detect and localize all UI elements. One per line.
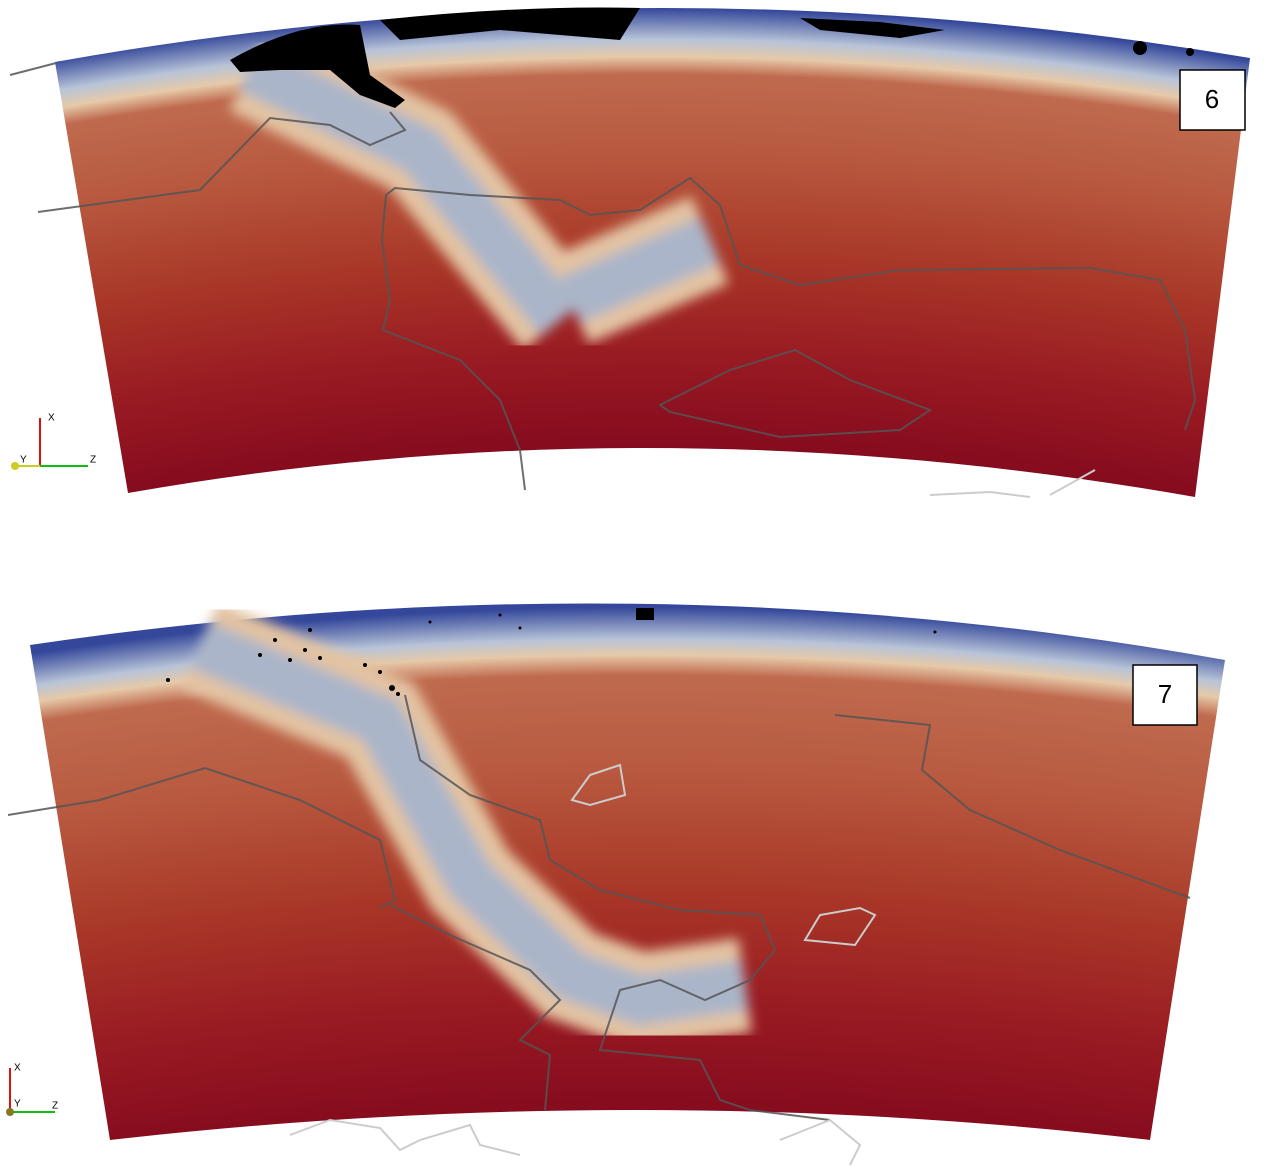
- axis-z: Z: [52, 1101, 58, 1112]
- panel-label: 6: [1205, 84, 1219, 114]
- panel-7: 7 X Y Z: [6, 603, 1225, 1165]
- axis-y: Y: [20, 455, 27, 466]
- panel-label: 7: [1158, 679, 1172, 709]
- axis-x: X: [48, 413, 55, 424]
- axis-x: X: [14, 1063, 21, 1074]
- axes-triad: X Y Z: [6, 1063, 58, 1116]
- panel-6: 6 X Y Z: [10, 8, 1250, 498]
- figure: 6 X Y Z 7: [0, 0, 1277, 1167]
- axis-z: Z: [90, 455, 96, 466]
- axis-y: Y: [14, 1099, 21, 1110]
- axes-triad: X Y Z: [11, 413, 96, 470]
